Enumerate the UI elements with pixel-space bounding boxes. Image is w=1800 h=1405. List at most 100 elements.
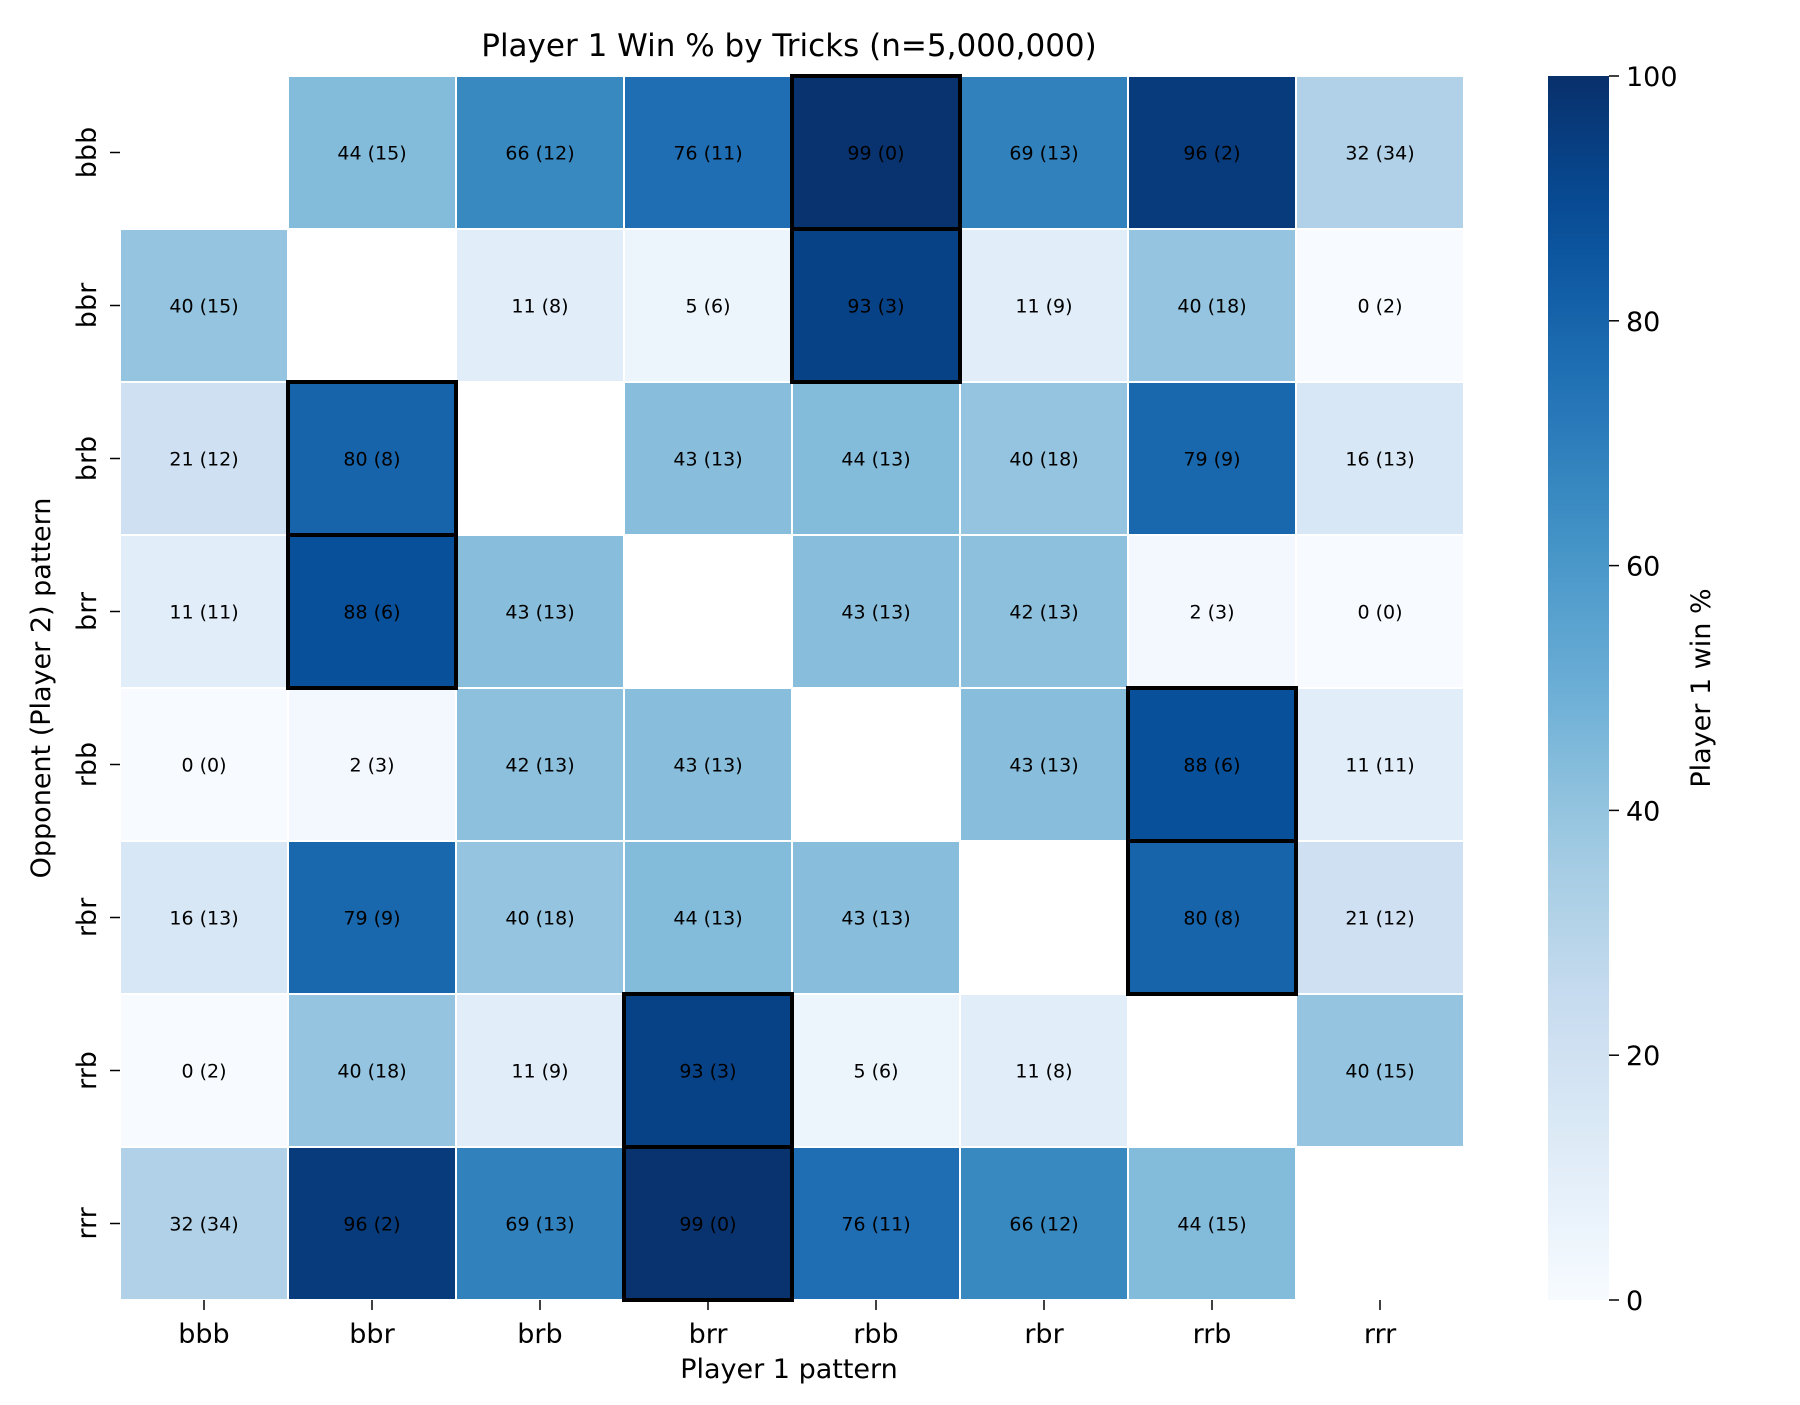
heatmap-cell: [623, 840, 793, 995]
cell-annotation: 43 (13): [841, 602, 910, 624]
y-axis-label: Opponent (Player 2) pattern: [26, 498, 57, 879]
cell-annotation: 42 (13): [1009, 602, 1078, 624]
cell-annotation: 43 (13): [1009, 755, 1078, 777]
highlight-box: [1126, 839, 1298, 996]
x-tick-label: rbb: [853, 1319, 898, 1350]
cell-annotation: 43 (13): [673, 449, 742, 471]
cell-annotation: 0 (0): [181, 755, 226, 777]
highlight-box: [286, 533, 458, 690]
cell-annotation: 42 (13): [505, 755, 574, 777]
cell-annotation: 40 (18): [1009, 449, 1078, 471]
heatmap-cell: [455, 993, 625, 1148]
colorbar-tick-label: 20: [1626, 1041, 1660, 1072]
cell-annotation: 16 (13): [169, 908, 238, 930]
heatmap-cell: [119, 1146, 289, 1301]
heatmap-cell: [791, 534, 961, 689]
heatmap-cell: [1295, 381, 1465, 536]
heatmap-cell: [959, 534, 1129, 689]
colorbar-tick-label: 100: [1626, 62, 1678, 93]
heatmap-cell: [1295, 993, 1465, 1148]
colorbar-gradient: [1548, 76, 1609, 1300]
heatmap-cell: [455, 687, 625, 842]
heatmap-cell: [119, 228, 289, 383]
cell-annotation: 40 (15): [169, 296, 238, 318]
cell-annotation: 40 (18): [1177, 296, 1246, 318]
heatmap-cell: [791, 381, 961, 536]
colorbar-label: Player 1 win %: [1686, 588, 1717, 787]
cell-annotation: 11 (11): [169, 602, 238, 624]
heatmap-cell: [1295, 687, 1465, 842]
heatmap-cell: [455, 1146, 625, 1301]
cell-annotation: 44 (13): [841, 449, 910, 471]
cell-annotation: 0 (2): [1357, 296, 1402, 318]
y-tick-label: brb: [72, 436, 103, 481]
heatmap-cell: [1127, 1146, 1297, 1301]
cell-annotation: 11 (11): [1345, 755, 1414, 777]
cell-annotation: 11 (9): [1015, 296, 1072, 318]
heatmap-cell: [959, 75, 1129, 230]
heatmap-cell: [1295, 534, 1465, 689]
cell-annotation: 69 (13): [505, 1214, 574, 1236]
colorbar: 0 20 40 60 80 100 Player 1 win %: [1548, 62, 1717, 1317]
x-tick-label: rrr: [1364, 1319, 1397, 1350]
heatmap-cell: [1127, 228, 1297, 383]
cell-annotation: 16 (13): [1345, 449, 1414, 471]
y-tick-label: bbb: [72, 127, 103, 178]
x-axis-label: Player 1 pattern: [680, 1354, 898, 1385]
cell-annotation: 32 (34): [1345, 143, 1414, 165]
cell-annotation: 2 (3): [349, 755, 394, 777]
colorbar-tick-label: 60: [1626, 552, 1660, 583]
x-axis-ticks: bbb bbr brb brr rbb rbr rrb rrr: [178, 1300, 1397, 1350]
heatmap-cell: [791, 993, 961, 1148]
y-tick-label: rbb: [72, 742, 103, 787]
heatmap-cell: [623, 75, 793, 230]
colorbar-tick-label: 0: [1626, 1286, 1643, 1317]
heatmap-cell: [1295, 75, 1465, 230]
heatmap-cell: [623, 228, 793, 383]
cell-annotation: 40 (18): [337, 1061, 406, 1083]
cell-annotation: 11 (8): [1015, 1061, 1072, 1083]
cell-annotation: 79 (9): [343, 908, 400, 930]
heatmap-cell: [623, 381, 793, 536]
cell-annotation: 11 (9): [511, 1061, 568, 1083]
cell-annotation: 5 (6): [685, 296, 730, 318]
cell-annotation: 43 (13): [505, 602, 574, 624]
x-tick-label: bbr: [349, 1319, 395, 1350]
cell-annotation: 40 (18): [505, 908, 574, 930]
cell-annotation: 11 (8): [511, 296, 568, 318]
heatmap-cell: [623, 687, 793, 842]
heatmap-cell: [959, 993, 1129, 1148]
cell-annotation: 43 (13): [673, 755, 742, 777]
y-tick-label: bbr: [72, 282, 103, 328]
cell-annotation: 43 (13): [841, 908, 910, 930]
cell-annotation: 44 (15): [1177, 1214, 1246, 1236]
y-tick-label: brr: [72, 591, 103, 631]
cell-annotation: 79 (9): [1183, 449, 1240, 471]
cell-annotation: 44 (13): [673, 908, 742, 930]
heatmap-cell: [455, 228, 625, 383]
cell-annotation: 80 (8): [343, 449, 400, 471]
x-tick-label: brr: [689, 1319, 729, 1350]
heatmap-cell: [1127, 381, 1297, 536]
heatmap-cell: [287, 534, 457, 689]
cell-annotation: 93 (3): [847, 296, 904, 318]
cell-annotation: 99 (0): [679, 1214, 736, 1236]
heatmap-cell: [1295, 840, 1465, 995]
heatmap-cell: [623, 1146, 793, 1301]
heatmap-cell: [455, 840, 625, 995]
heatmap-cell: [1127, 534, 1297, 689]
x-tick-label: bbb: [178, 1319, 229, 1350]
y-tick-label: rrb: [72, 1051, 103, 1090]
heatmap-cell: [1127, 687, 1297, 842]
cell-annotation: 21 (12): [1345, 908, 1414, 930]
cell-annotation: 96 (2): [343, 1214, 400, 1236]
heatmap-cell: [959, 1146, 1129, 1301]
y-axis-ticks: bbb bbr brb brr rbb rbr rrb rrr: [72, 127, 120, 1240]
x-tick-label: brb: [517, 1319, 562, 1350]
cell-annotation: 2 (3): [1189, 602, 1234, 624]
x-tick-label: rbr: [1024, 1319, 1064, 1350]
heatmap-cell: [791, 840, 961, 995]
cell-annotation: 76 (11): [841, 1214, 910, 1236]
